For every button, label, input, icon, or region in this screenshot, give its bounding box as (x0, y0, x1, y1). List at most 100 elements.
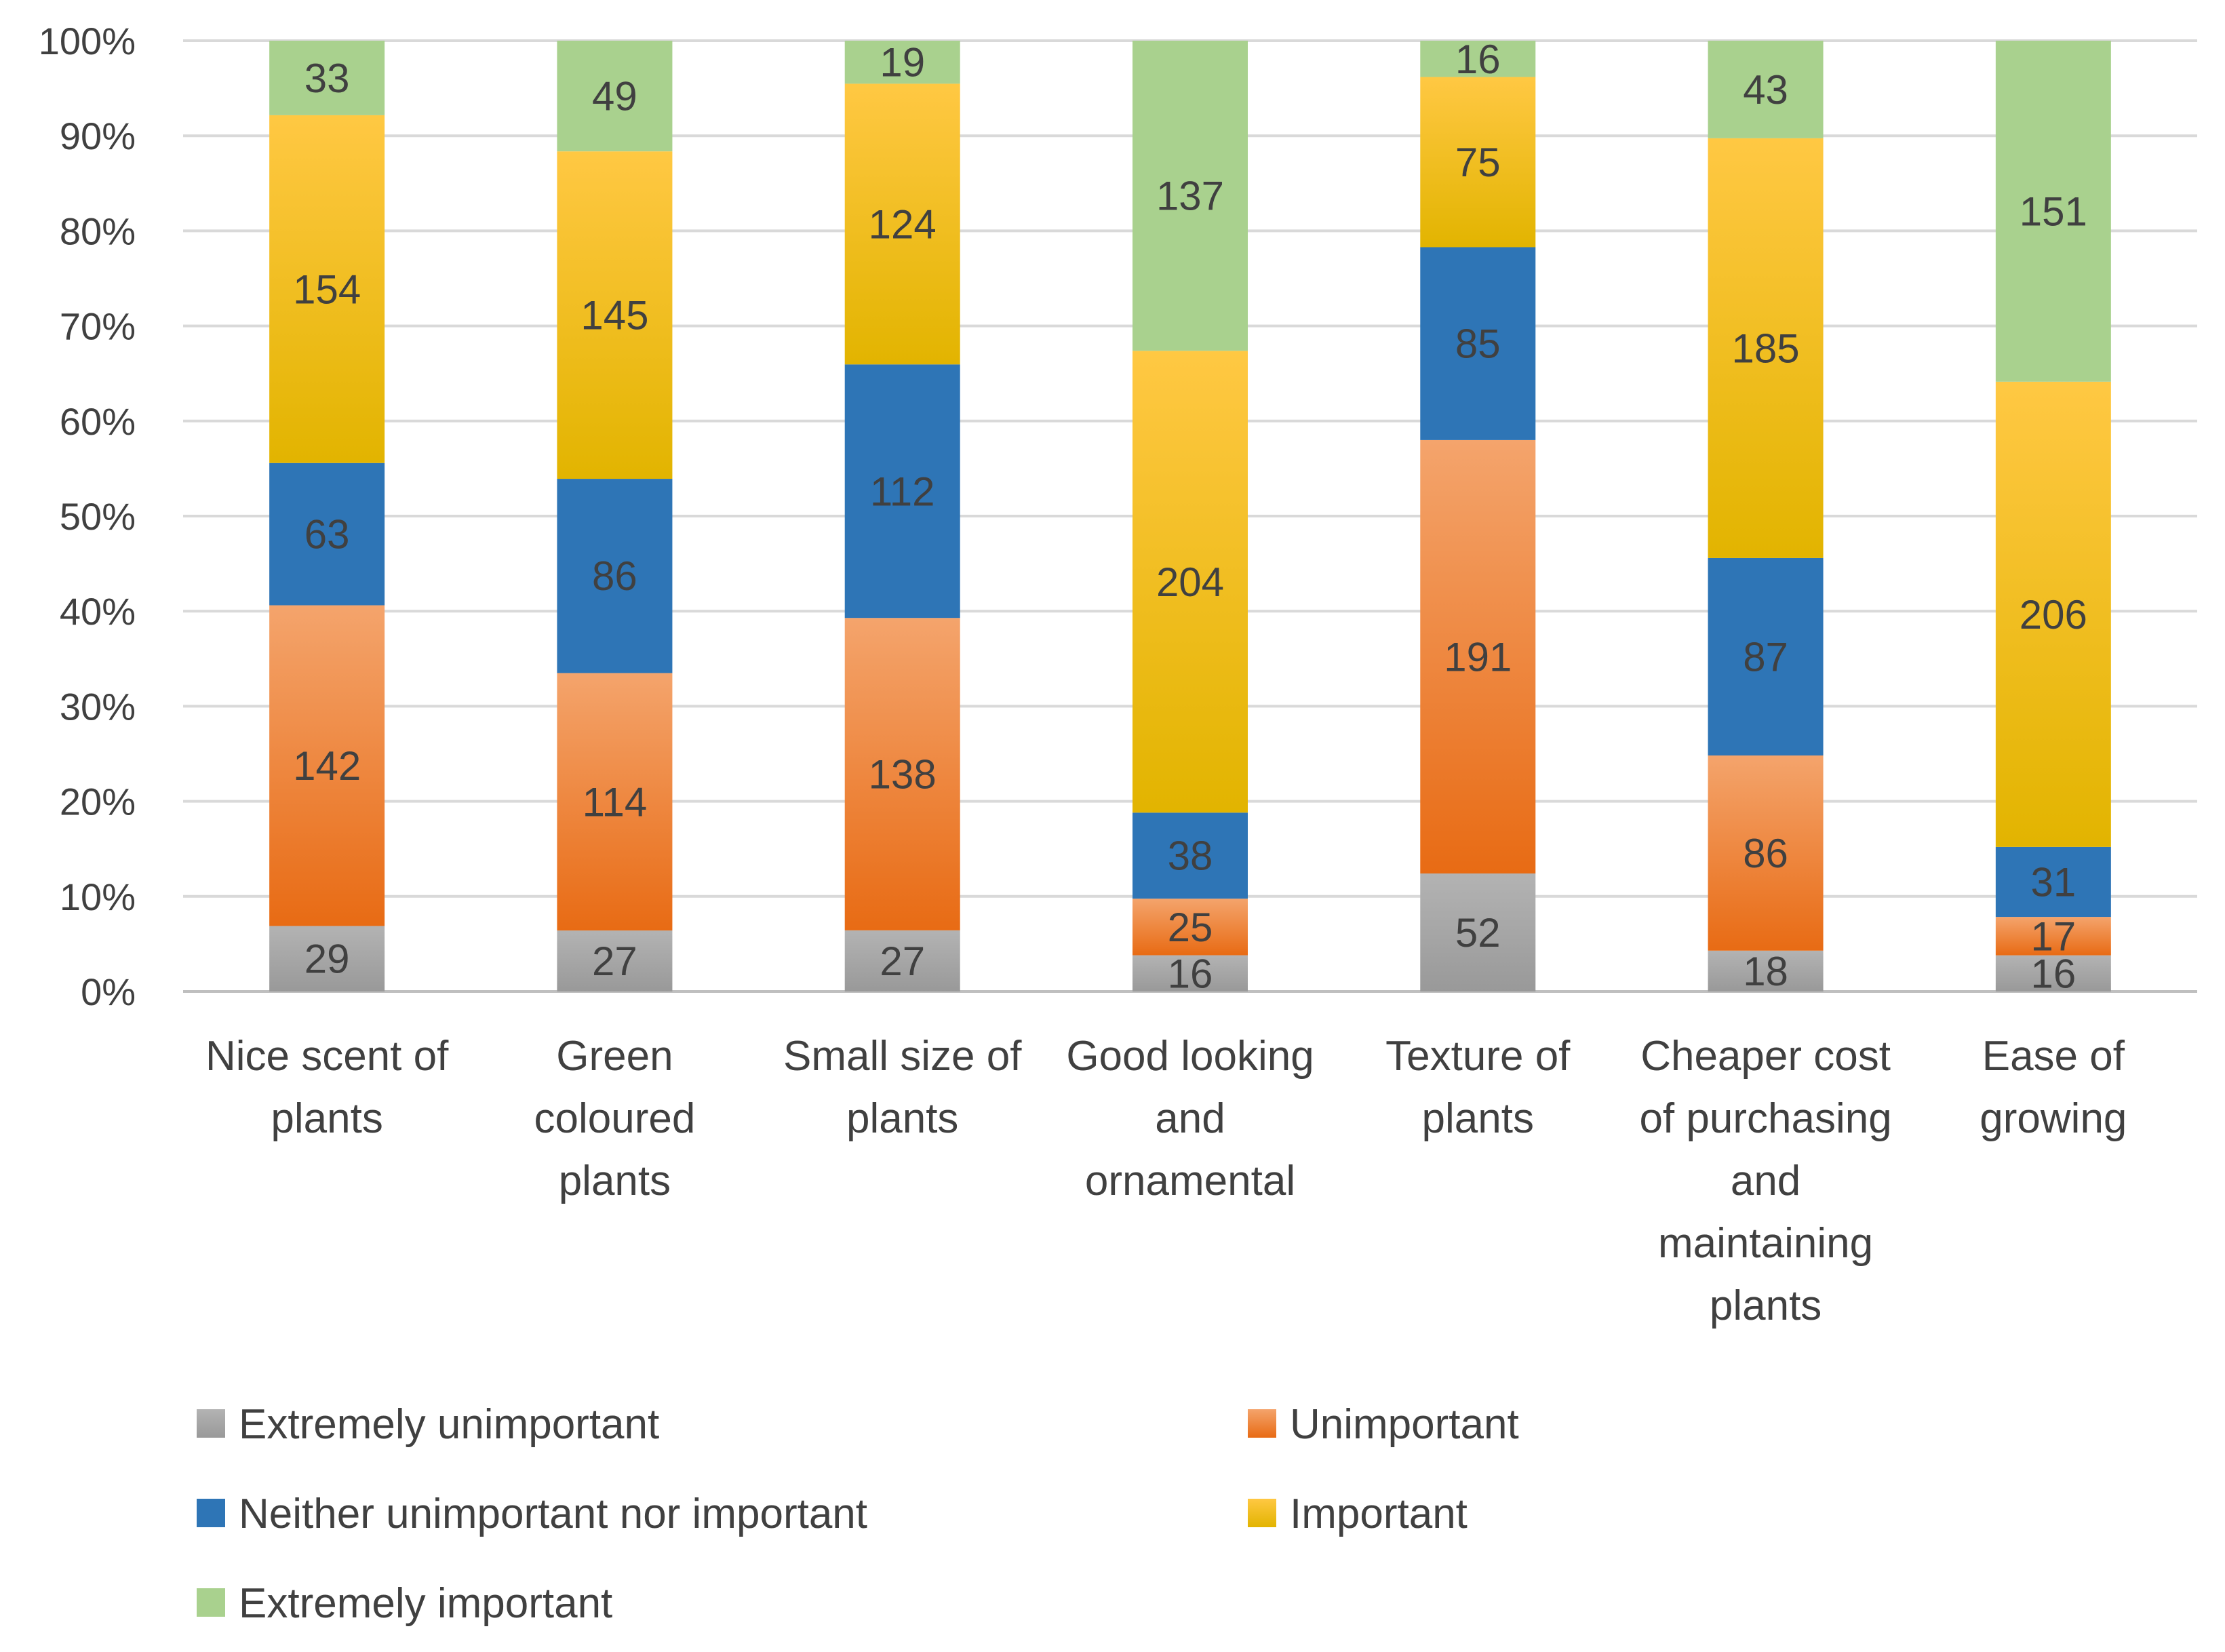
x-axis-categories: Nice scent of plants Green coloured plants Sm… (205, 1033, 2127, 1329)
bar-segment (1420, 247, 1536, 440)
legend-label: Neither unimportant nor important (239, 1491, 867, 1537)
bar-segment (1133, 955, 1248, 991)
data-label: 27 (880, 939, 925, 984)
y-tick-label: 70% (60, 305, 136, 348)
data-label: 142 (293, 743, 361, 789)
y-tick-label: 100% (39, 20, 136, 62)
y-tick-label: 30% (60, 685, 136, 728)
bar-segment (1133, 812, 1248, 899)
bar-segment (844, 83, 960, 365)
bar-segment (844, 618, 960, 930)
x-category-label: ornamental (1085, 1158, 1295, 1204)
data-label: 85 (1455, 321, 1501, 367)
data-label: 86 (592, 553, 637, 599)
data-label: 138 (869, 752, 937, 798)
x-category-label: Texture of (1385, 1033, 1571, 1080)
bar-segment (1420, 873, 1536, 991)
legend-swatch (197, 1588, 225, 1617)
y-axis-ticks: 0% 10% 20% 30% 40% 50% 60% 70% 80% 90% 100% (39, 20, 136, 1013)
data-label: 18 (1743, 949, 1788, 994)
x-category-label: and (1155, 1095, 1225, 1142)
legend-swatch (197, 1499, 225, 1527)
legend-label: Important (1290, 1491, 1468, 1537)
data-label: 27 (592, 939, 637, 984)
bar-segment (269, 926, 385, 991)
bar-segment (844, 41, 960, 84)
data-label: 137 (1156, 174, 1224, 219)
x-category-label: plants (1422, 1095, 1534, 1142)
data-label: 185 (1732, 326, 1800, 371)
data-label: 112 (870, 469, 935, 514)
bar-segment (1995, 846, 2111, 918)
x-category-label: plants (1710, 1282, 1822, 1329)
y-tick-label: 20% (60, 781, 136, 823)
data-label: 25 (1168, 905, 1213, 950)
bar-segment (1133, 899, 1248, 956)
bar-segment (269, 605, 385, 926)
bar-segment (1708, 755, 1824, 951)
data-label: 63 (304, 512, 350, 557)
data-label: 191 (1444, 634, 1512, 680)
bar-segment (557, 930, 673, 991)
bar-segment (1133, 41, 1248, 351)
data-label: 16 (1168, 951, 1213, 996)
y-tick-label: 90% (60, 115, 136, 157)
legend-label: Unimportant (1290, 1401, 1519, 1448)
x-category-label: Nice scent of (205, 1033, 449, 1080)
data-label: 16 (2030, 951, 2076, 996)
legend: Extremely unimportant Unimportant Neither … (197, 1401, 1519, 1627)
bar-segment (844, 930, 960, 991)
data-label: 33 (304, 56, 350, 101)
data-label: 49 (592, 74, 637, 119)
bar-segment (1708, 138, 1824, 558)
legend-swatch (197, 1409, 225, 1438)
x-category-label: coloured (534, 1095, 696, 1142)
data-label: 206 (2020, 592, 2087, 637)
y-tick-label: 80% (60, 210, 136, 252)
bar-segment (1995, 917, 2111, 956)
y-tick-label: 10% (60, 876, 136, 918)
data-label: 87 (1743, 634, 1788, 680)
data-label: 204 (1156, 559, 1224, 605)
legend-label: Extremely important (239, 1580, 612, 1627)
bars (269, 41, 2111, 991)
x-category-label: maintaining (1658, 1220, 1873, 1267)
data-label: 151 (2020, 189, 2087, 234)
data-label: 17 (2030, 913, 2076, 959)
bar-segment (1995, 41, 2111, 382)
bar-segment (557, 41, 673, 152)
bar-segment (1420, 41, 1536, 77)
bar-segment (1995, 381, 2111, 847)
x-category-label: Cheaper cost (1640, 1033, 1891, 1080)
data-label: 19 (880, 40, 925, 85)
x-category-label: Ease of (1982, 1033, 2125, 1080)
bar-segment (844, 364, 960, 618)
x-category-label: of purchasing (1639, 1095, 1891, 1142)
bar-segment (1420, 77, 1536, 248)
data-label: 75 (1455, 140, 1501, 185)
bar-segment (269, 463, 385, 606)
bar-segment (269, 115, 385, 463)
bar-segment (1708, 950, 1824, 991)
bar-segment (1420, 439, 1536, 874)
bar-segment (269, 41, 385, 115)
bar-segment (557, 673, 673, 931)
bar-segment (1708, 557, 1824, 756)
bar-segment (557, 151, 673, 479)
data-label: 52 (1455, 910, 1501, 956)
x-category-label: plants (559, 1158, 671, 1204)
data-label: 124 (869, 201, 937, 247)
x-category-label: plants (846, 1095, 958, 1142)
y-tick-label: 40% (60, 590, 136, 633)
data-label: 154 (293, 267, 361, 312)
data-label: 16 (1455, 37, 1501, 82)
data-label: 86 (1743, 831, 1788, 876)
bar-segment (1708, 41, 1824, 138)
y-tick-label: 0% (81, 970, 136, 1013)
data-label: 38 (1168, 833, 1213, 879)
x-category-label: Good looking (1066, 1033, 1314, 1080)
x-category-label: Green (556, 1033, 673, 1080)
legend-label: Extremely unimportant (239, 1401, 659, 1448)
bar-segment (557, 479, 673, 673)
data-label: 31 (2030, 859, 2076, 905)
